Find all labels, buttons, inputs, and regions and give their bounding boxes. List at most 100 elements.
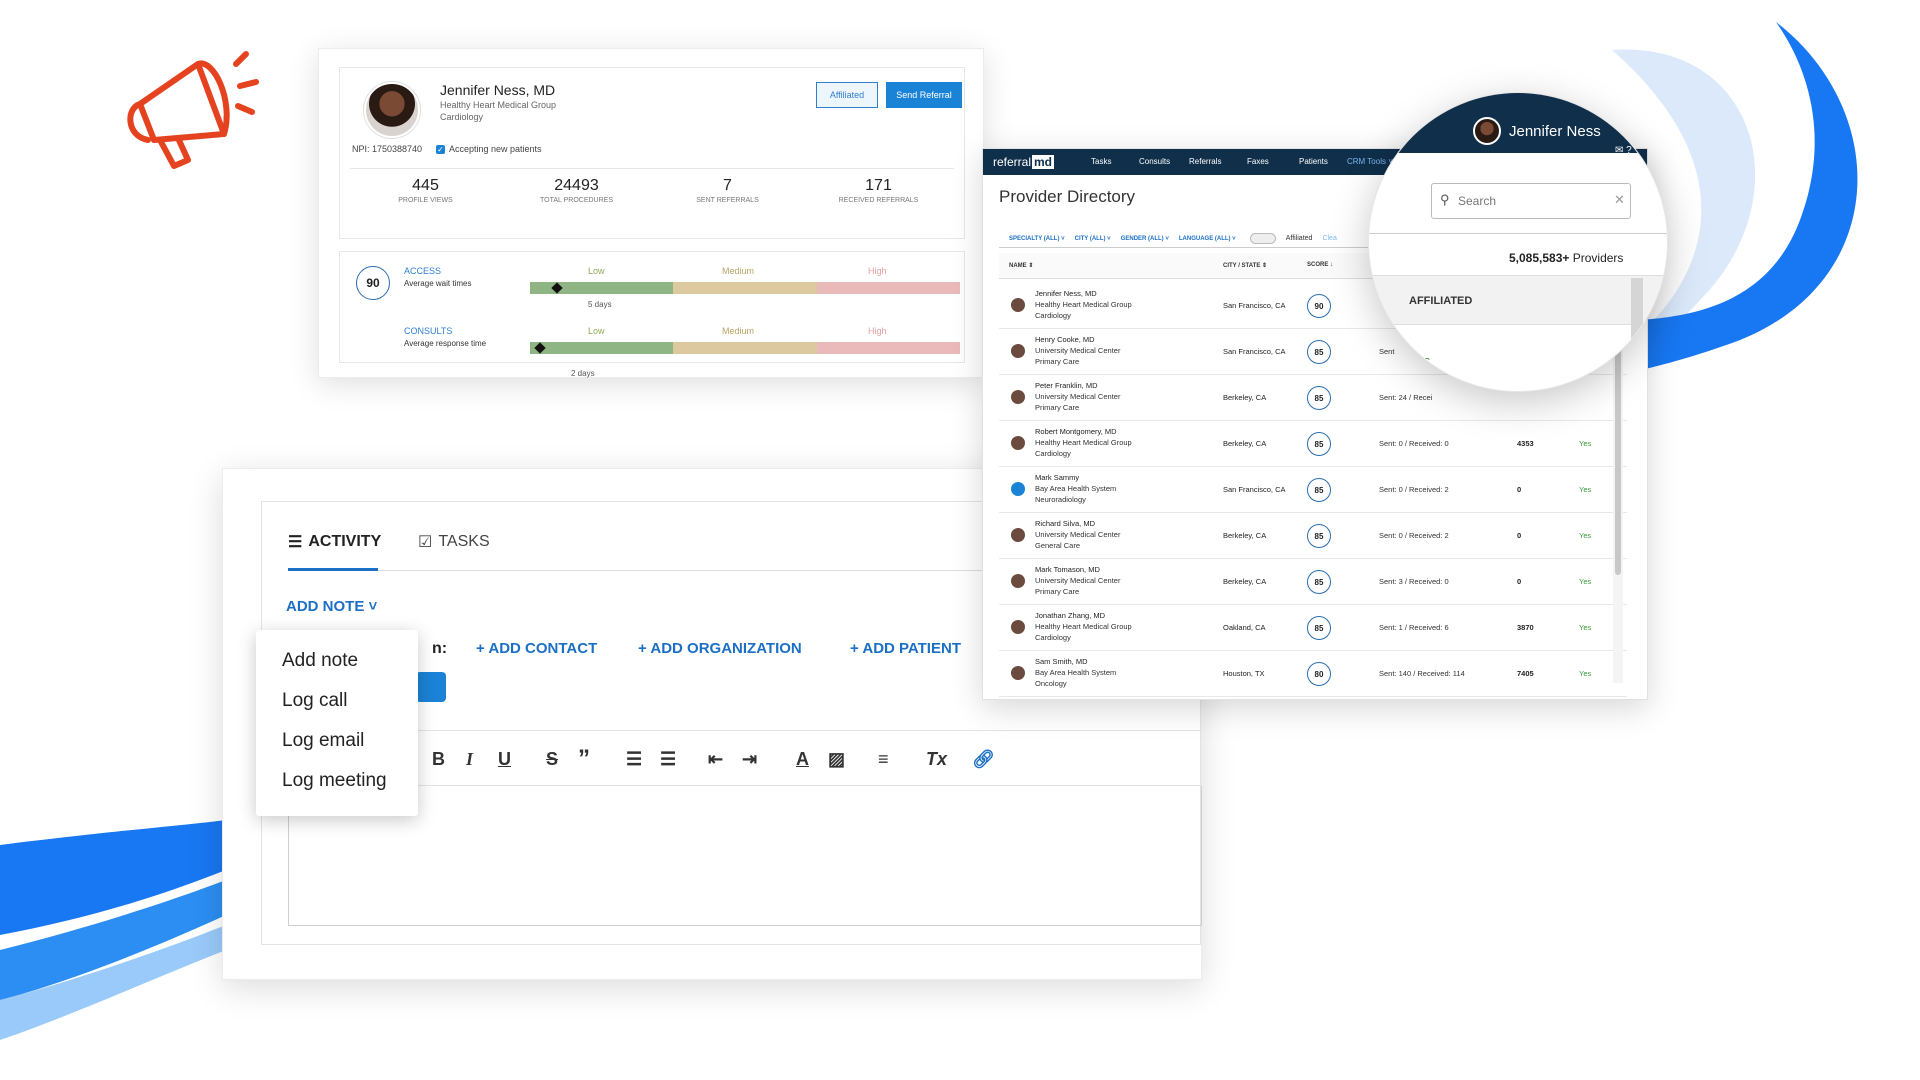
close-icon[interactable]: ✕ <box>1614 192 1625 207</box>
avatar <box>1011 620 1025 634</box>
metric-consults-title[interactable]: CONSULTS <box>404 326 453 336</box>
metric-access-title[interactable]: ACCESS <box>404 266 442 276</box>
page-title: Provider Directory <box>999 187 1136 206</box>
highlight-icon[interactable]: ▨ <box>828 749 846 769</box>
affiliated-toggle[interactable] <box>1249 233 1276 244</box>
table-row[interactable]: Henry Cooke, MD University Medical Center… <box>999 329 1627 375</box>
tab-tasks[interactable]: ☑ TASKS <box>418 532 490 552</box>
stat-value: 445 <box>412 177 439 194</box>
provider-organization: University Medical Center <box>1035 392 1121 401</box>
app-logo[interactable]: referral md <box>993 155 1055 169</box>
user-name[interactable]: Jennifer Ness <box>1509 123 1601 140</box>
provider-name[interactable]: Jennifer Ness, MD <box>1035 289 1097 298</box>
nav-crm-tools[interactable]: CRM Tools ˅ <box>1347 157 1393 166</box>
stat-received-referrals: 171 RECEIVED REFERRALS <box>803 169 954 204</box>
provider-city: Berkeley, CA <box>1223 393 1267 402</box>
filter-specialty[interactable]: SPECIALTY (ALL) ˅ <box>1009 235 1065 242</box>
bullet-list-icon[interactable]: ☰ <box>660 749 677 769</box>
procedure-count: 0 <box>1517 485 1522 494</box>
logo-text: referral <box>993 155 1032 169</box>
profile-stats: 445 PROFILE VIEWS 24493 TOTAL PROCEDURES… <box>350 168 954 204</box>
clear-filters-link[interactable]: Clea <box>1322 235 1337 242</box>
filter-language[interactable]: LANGUAGE (ALL) ˅ <box>1178 235 1236 242</box>
table-row[interactable]: Mark Sammy Bay Area Health System Neurorad… <box>999 467 1627 513</box>
primary-button-fragment[interactable] <box>416 672 446 702</box>
access-days: 5 days <box>588 300 612 309</box>
text-color-button[interactable]: A <box>796 749 809 769</box>
search-icon: ⚲ <box>1440 192 1450 207</box>
affiliated-value: Yes <box>1579 669 1592 678</box>
send-referral-button[interactable]: Send Referral <box>886 82 962 108</box>
menu-item-add-note[interactable]: Add note <box>282 650 359 671</box>
nav-referrals[interactable]: Referrals <box>1189 157 1222 166</box>
attachment-icon[interactable]: 🔗︎ <box>972 749 995 769</box>
affiliated-button[interactable]: Affiliated <box>816 82 878 108</box>
add-contact-link[interactable]: + ADD CONTACT <box>476 640 598 657</box>
provider-specialty: Neuroradiology <box>1035 495 1086 504</box>
note-editor[interactable] <box>288 786 1202 926</box>
scrollbar-thumb[interactable] <box>1615 295 1621 575</box>
italic-button[interactable]: I <box>466 749 474 769</box>
add-note-dropdown-button[interactable]: ADD NOTE ˅ <box>286 598 377 615</box>
header-score[interactable]: SCORE ↓ <box>1307 262 1334 268</box>
nav-consults[interactable]: Consults <box>1139 157 1171 166</box>
search-input[interactable] <box>1458 192 1608 210</box>
filter-divider <box>999 247 1627 248</box>
provider-name[interactable]: Henry Cooke, MD <box>1035 335 1095 344</box>
provider-city: Houston, TX <box>1223 669 1265 678</box>
provider-name[interactable]: Robert Montgomery, MD <box>1035 427 1117 436</box>
indent-icon[interactable]: ⇥ <box>742 749 758 769</box>
tab-activity[interactable]: ☰ ACTIVITY <box>288 532 381 552</box>
table-row[interactable]: Sam Smith, MD Bay Area Health System Oncol… <box>999 651 1627 697</box>
align-icon[interactable]: ≡ <box>878 749 889 769</box>
provider-name[interactable]: Peter Franklin, MD <box>1035 381 1098 390</box>
add-organization-link[interactable]: + ADD ORGANIZATION <box>638 640 802 657</box>
avatar[interactable] <box>1473 117 1501 145</box>
quote-button[interactable]: ” <box>578 745 590 772</box>
header-city[interactable]: CITY / STATE ⇕ <box>1223 263 1268 269</box>
table-row[interactable]: Robert Montgomery, MD Healthy Heart Medic… <box>999 421 1627 467</box>
lens-scrollbar[interactable] <box>1631 278 1643 391</box>
provider-profile-card: Jennifer Ness, MD Healthy Heart Medical … <box>318 48 984 378</box>
table-row[interactable]: Peter Franklin, MD University Medical Cen… <box>999 375 1627 421</box>
tab-divider <box>288 570 1202 571</box>
referral-counts: Sent: 0 / Received: 0 <box>1379 439 1449 448</box>
header-name[interactable]: NAME ⇕ <box>1009 263 1034 269</box>
scale-low-label: Low <box>588 266 605 276</box>
nav-tasks[interactable]: Tasks <box>1091 157 1112 166</box>
clear-format-button[interactable]: Tx <box>926 749 948 769</box>
menu-item-log-email[interactable]: Log email <box>282 730 365 751</box>
avatar <box>1011 528 1025 542</box>
search-box[interactable]: ⚲ ✕ <box>1431 183 1631 219</box>
stat-value: 24493 <box>554 177 599 194</box>
nav-faxes[interactable]: Faxes <box>1247 157 1269 166</box>
table-row[interactable]: Mark Tomason, MD University Medical Cente… <box>999 559 1627 605</box>
provider-name[interactable]: Jonathan Zhang, MD <box>1035 611 1106 620</box>
provider-name[interactable]: Richard Silva, MD <box>1035 519 1096 528</box>
table-row[interactable]: Jennifer Ness, MD Healthy Heart Medical G… <box>999 283 1627 329</box>
provider-name[interactable]: Sam Smith, MD <box>1035 657 1088 666</box>
menu-item-log-meeting[interactable]: Log meeting <box>282 770 387 791</box>
provider-name[interactable]: Mark Tomason, MD <box>1035 565 1100 574</box>
procedure-count: 0 <box>1517 531 1522 540</box>
filter-city[interactable]: CITY (ALL) ˅ <box>1074 235 1111 242</box>
avatar <box>1011 390 1025 404</box>
ordered-list-icon[interactable]: ☰ <box>626 749 643 769</box>
strikethrough-button[interactable]: S <box>546 749 559 769</box>
provider-name[interactable]: Mark Sammy <box>1035 473 1080 482</box>
underline-button[interactable]: U <box>498 749 511 769</box>
header-affiliated[interactable]: AFFILIATED <box>1409 295 1473 307</box>
nav-icons: ✉ ? <box>1615 145 1632 156</box>
table-row[interactable]: Jonathan Zhang, MD Healthy Heart Medical … <box>999 605 1627 651</box>
table-row[interactable]: Richard Silva, MD University Medical Cent… <box>999 513 1627 559</box>
menu-item-log-call[interactable]: Log call <box>282 690 348 711</box>
provider-city: Berkeley, CA <box>1223 577 1267 586</box>
nav-patients[interactable]: Patients <box>1299 157 1328 166</box>
referral-counts: Sent: 3 / Received: 0 <box>1379 577 1449 586</box>
bold-button[interactable]: B <box>432 749 445 769</box>
filter-gender[interactable]: GENDER (ALL) ˅ <box>1120 235 1169 242</box>
score-badge: 85 <box>1307 340 1331 364</box>
add-patient-link[interactable]: + ADD PATIENT <box>850 640 961 657</box>
checkbox-checked-icon: ✓ <box>436 144 445 154</box>
outdent-icon[interactable]: ⇤ <box>708 749 724 769</box>
